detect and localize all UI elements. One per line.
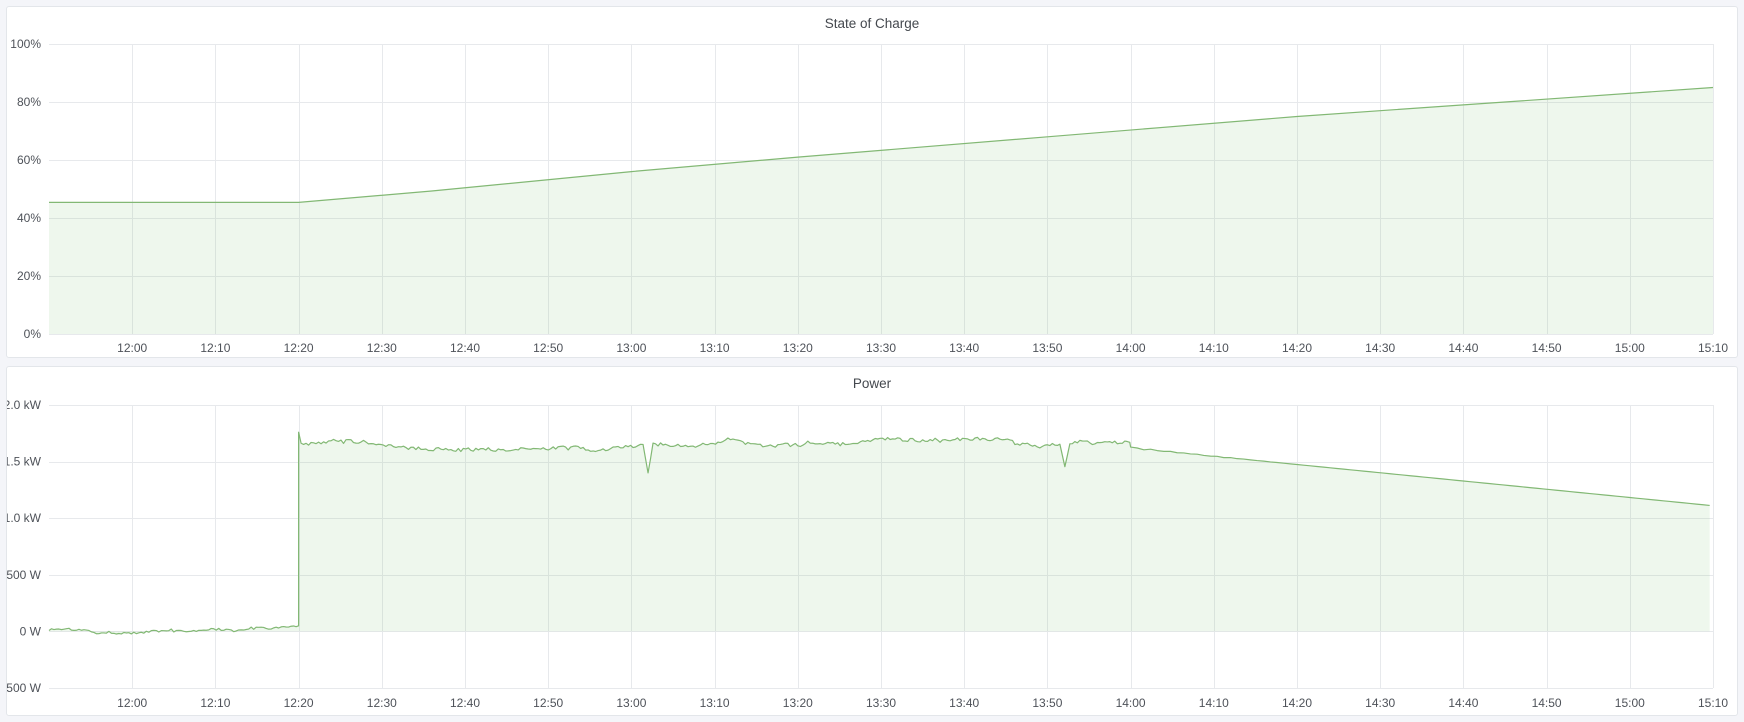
svg-text:12:40: 12:40 bbox=[450, 341, 480, 355]
svg-text:13:00: 13:00 bbox=[616, 341, 646, 355]
svg-text:40%: 40% bbox=[17, 211, 41, 225]
panel-power: Power -500 W 0 W 500 W 1.0 kW 1.5 kW 2.0 kW 12… bbox=[6, 366, 1738, 716]
svg-text:14:00: 14:00 bbox=[1116, 696, 1146, 710]
svg-text:0 W: 0 W bbox=[20, 624, 42, 638]
state-of-charge-chart[interactable]: 0%20%40%60%80%100%12:00 12:10 12:20 12:30 12… bbox=[7, 7, 1737, 357]
svg-text:100%: 100% bbox=[10, 37, 41, 51]
svg-text:14:20: 14:20 bbox=[1282, 341, 1312, 355]
series-line bbox=[49, 86, 1714, 203]
svg-text:14:20: 14:20 bbox=[1282, 696, 1312, 710]
svg-text:14:40: 14:40 bbox=[1448, 696, 1478, 710]
svg-text:2.0 kW: 2.0 kW bbox=[7, 398, 42, 412]
y-axis-labels: 0% 20% 40% 60% 80% 100% bbox=[10, 37, 41, 341]
svg-text:12:30: 12:30 bbox=[367, 696, 397, 710]
x-axis-labels: 12:00 12:10 12:20 12:30 12:40 12:50 13:00 13:10… bbox=[117, 341, 1728, 355]
svg-text:12:00: 12:00 bbox=[117, 341, 147, 355]
svg-text:12:20: 12:20 bbox=[284, 341, 314, 355]
svg-text:15:10: 15:10 bbox=[1698, 341, 1728, 355]
svg-text:14:30: 14:30 bbox=[1365, 696, 1395, 710]
svg-text:15:00: 15:00 bbox=[1615, 696, 1645, 710]
svg-text:13:20: 13:20 bbox=[783, 341, 813, 355]
svg-text:14:30: 14:30 bbox=[1365, 341, 1395, 355]
grid bbox=[49, 44, 1714, 335]
svg-text:20%: 20% bbox=[17, 269, 41, 283]
svg-text:12:30: 12:30 bbox=[367, 341, 397, 355]
svg-text:13:50: 13:50 bbox=[1032, 341, 1062, 355]
series-area bbox=[49, 432, 1710, 635]
svg-text:12:00: 12:00 bbox=[117, 696, 147, 710]
y-axis-labels: -500 W 0 W 500 W 1.0 kW 1.5 kW 2.0 kW bbox=[7, 398, 42, 695]
svg-text:1.5 kW: 1.5 kW bbox=[7, 455, 42, 469]
svg-text:13:30: 13:30 bbox=[866, 696, 896, 710]
panel-title-state-of-charge[interactable]: State of Charge bbox=[824, 16, 920, 31]
svg-text:13:50: 13:50 bbox=[1032, 696, 1062, 710]
panel-state-of-charge: State of Charge 0% 20% 40% 60% 80% 100% 12:00 1… bbox=[6, 6, 1738, 358]
svg-text:15:10: 15:10 bbox=[1698, 696, 1728, 710]
svg-text:1.0 kW: 1.0 kW bbox=[7, 511, 42, 525]
svg-text:14:50: 14:50 bbox=[1532, 696, 1562, 710]
svg-text:12:20: 12:20 bbox=[284, 696, 314, 710]
grid bbox=[49, 405, 1714, 689]
svg-text:13:10: 13:10 bbox=[700, 341, 730, 355]
svg-text:14:10: 14:10 bbox=[1199, 696, 1229, 710]
svg-text:14:50: 14:50 bbox=[1532, 341, 1562, 355]
svg-text:12:50: 12:50 bbox=[533, 341, 563, 355]
svg-text:13:00: 13:00 bbox=[616, 696, 646, 710]
svg-text:0%: 0% bbox=[24, 327, 42, 341]
svg-text:13:10: 13:10 bbox=[700, 696, 730, 710]
svg-text:12:40: 12:40 bbox=[450, 696, 480, 710]
svg-text:14:00: 14:00 bbox=[1116, 341, 1146, 355]
svg-text:13:40: 13:40 bbox=[949, 341, 979, 355]
panel-title-power[interactable]: Power bbox=[852, 376, 892, 391]
svg-text:13:30: 13:30 bbox=[866, 341, 896, 355]
svg-text:14:10: 14:10 bbox=[1199, 341, 1229, 355]
series-line bbox=[48, 431, 1710, 635]
svg-text:-500 W: -500 W bbox=[7, 681, 42, 695]
svg-text:500 W: 500 W bbox=[7, 568, 42, 582]
x-axis-labels: 12:00 12:10 12:20 12:30 12:40 12:50 13:00 13:10… bbox=[117, 696, 1728, 710]
svg-text:13:20: 13:20 bbox=[783, 696, 813, 710]
svg-text:12:50: 12:50 bbox=[533, 696, 563, 710]
svg-text:12:10: 12:10 bbox=[200, 696, 230, 710]
svg-text:80%: 80% bbox=[17, 95, 41, 109]
svg-text:60%: 60% bbox=[17, 153, 41, 167]
svg-text:13:40: 13:40 bbox=[949, 696, 979, 710]
svg-text:14:40: 14:40 bbox=[1448, 341, 1478, 355]
svg-text:12:10: 12:10 bbox=[200, 341, 230, 355]
series-area bbox=[49, 87, 1713, 334]
svg-text:15:00: 15:00 bbox=[1615, 341, 1645, 355]
